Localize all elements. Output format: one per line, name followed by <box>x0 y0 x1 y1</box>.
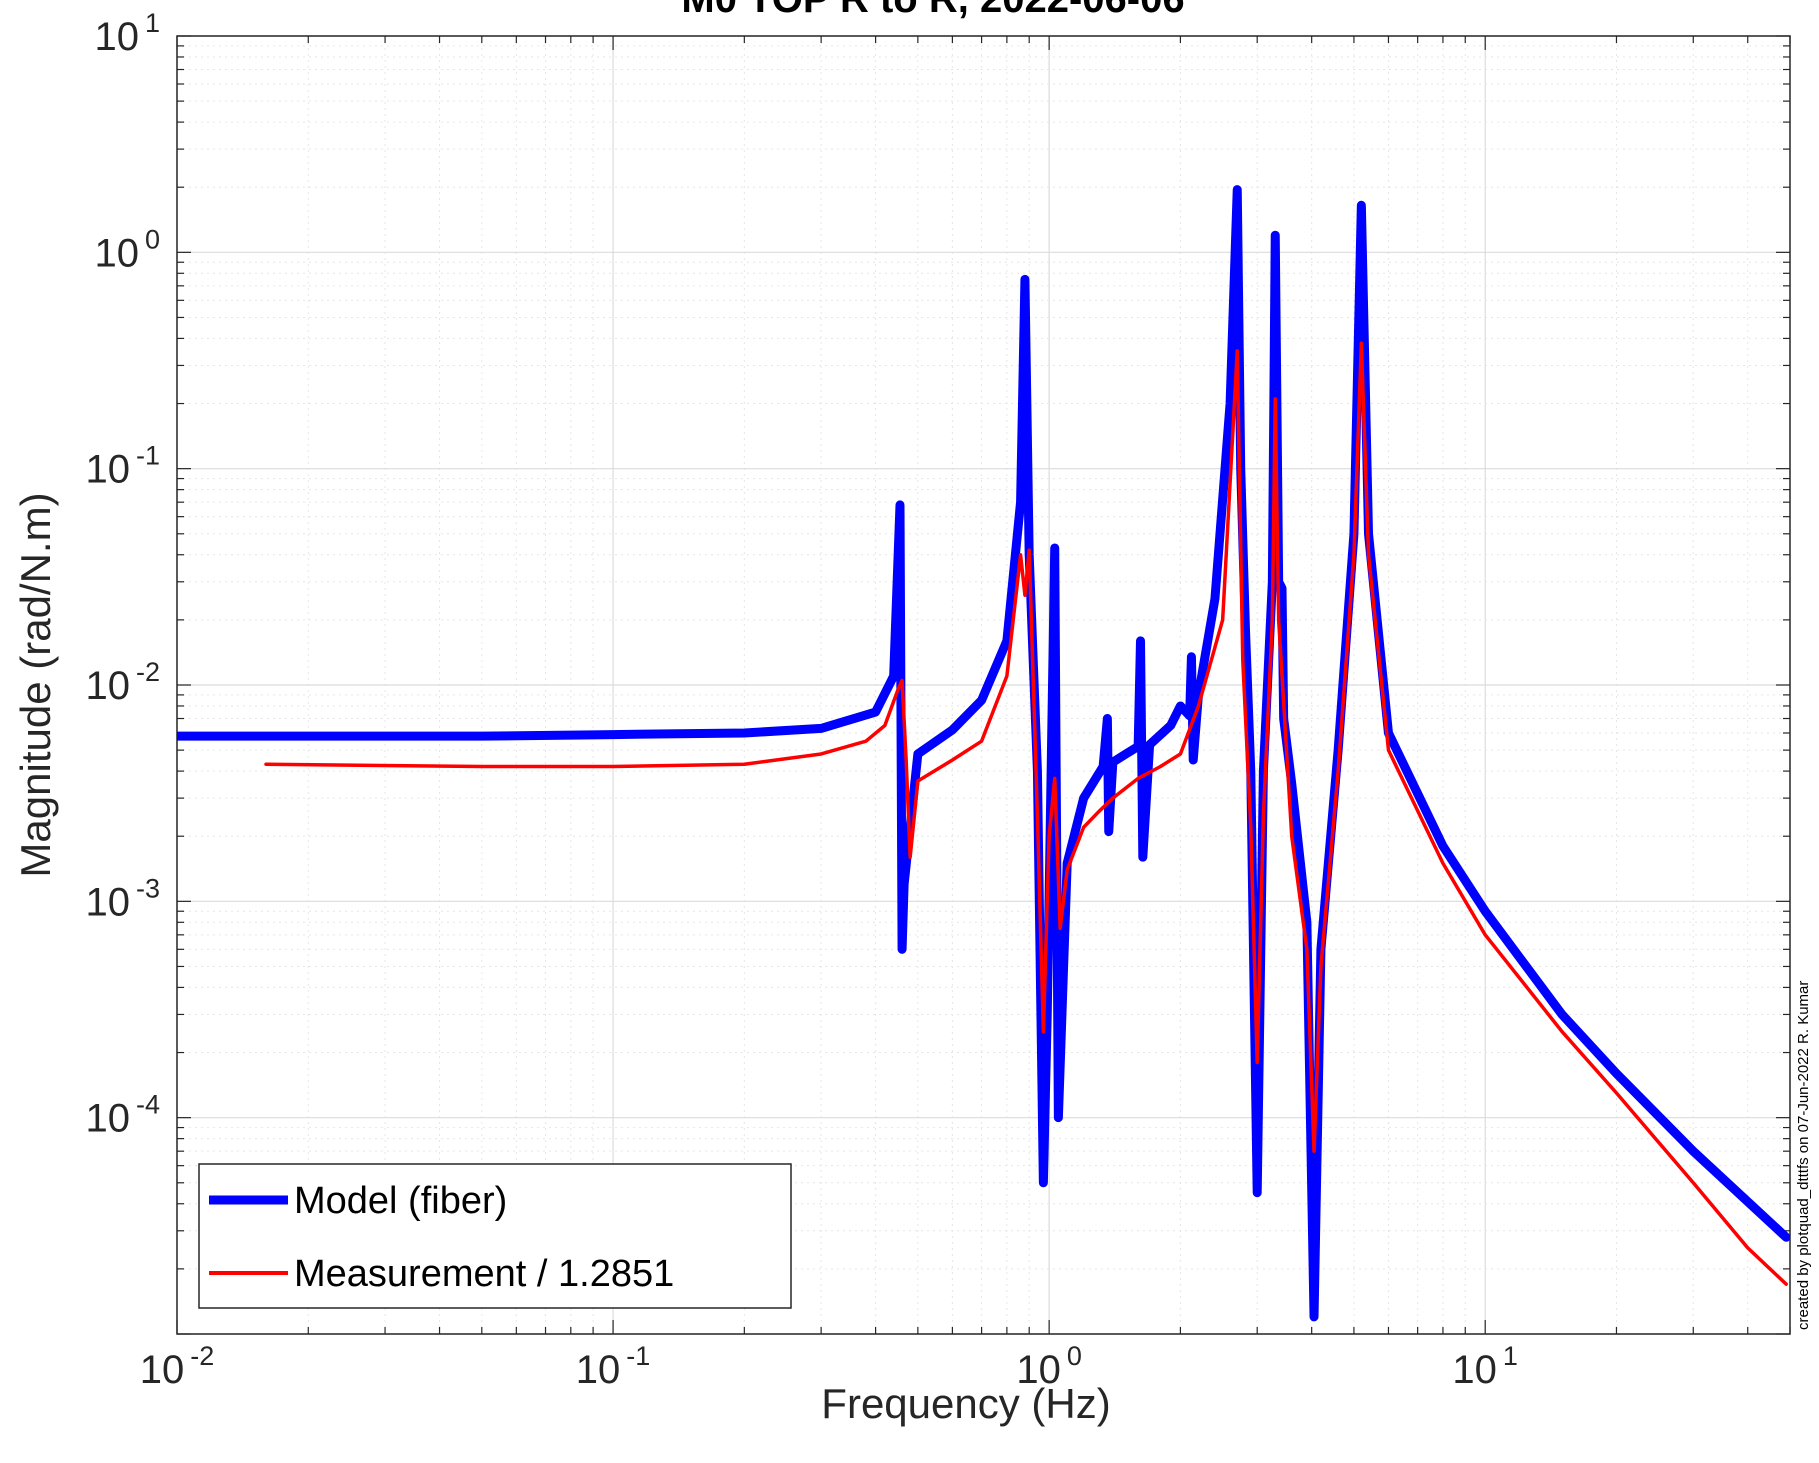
y-tick-label: 10 0 <box>94 224 160 275</box>
x-tick-label: 10 0 <box>1016 1341 1082 1392</box>
credit-text: created by plotquad_dtttfs on 07-Jun-202… <box>1795 981 1812 1330</box>
y-tick-label: 10 -3 <box>85 873 160 924</box>
x-tick-label: 10 1 <box>1452 1341 1518 1392</box>
series-line-measurement <box>264 341 1788 1286</box>
x-tick-label: 10 -2 <box>140 1341 215 1392</box>
y-tick-label: 10 -1 <box>85 441 160 492</box>
x-axis-label: Frequency (Hz) <box>821 1380 1110 1427</box>
y-tick-label: 10 -2 <box>85 657 160 708</box>
x-tick-label: 10 -1 <box>576 1341 651 1392</box>
legend-box <box>198 1163 792 1309</box>
series-layer <box>177 185 1790 1322</box>
legend-label-measurement: Measurement / 1.2851 <box>294 1253 674 1295</box>
x-tick-labels: 10 -2 10 -1 10 0 10 1 <box>140 1341 1518 1392</box>
legend-label-model: Model (fiber) <box>294 1180 507 1222</box>
axis-ticks <box>176 35 1791 1335</box>
y-tick-label: 10 -4 <box>85 1090 160 1141</box>
y-axis-label: Magnitude (rad/N.m) <box>12 492 59 877</box>
y-tick-label: 10 1 <box>94 8 160 59</box>
chart-title: M0 TOP R to R, 2022-06-06 <box>681 0 1184 21</box>
legend: Model (fiber) Measurement / 1.2851 <box>198 1163 792 1309</box>
